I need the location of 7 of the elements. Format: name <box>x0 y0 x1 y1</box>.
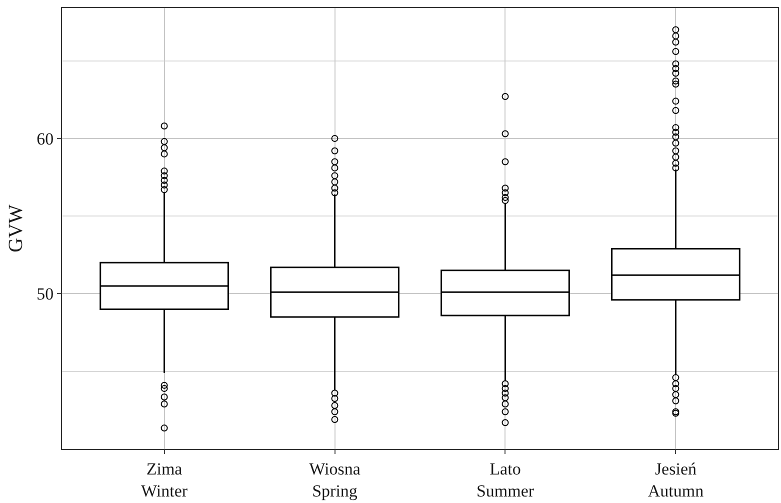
y-axis-title: GVW <box>5 204 28 252</box>
x-tick-label: Wiosna Spring <box>309 459 361 500</box>
x-tick-label: Zima Winter <box>141 459 188 500</box>
x-tick-label: Lato Summer <box>476 459 534 500</box>
y-tick-label: 60 <box>36 129 54 148</box>
x-tick-label: Jesień Autumn <box>648 459 704 500</box>
y-tick-label: 50 <box>36 284 54 304</box>
